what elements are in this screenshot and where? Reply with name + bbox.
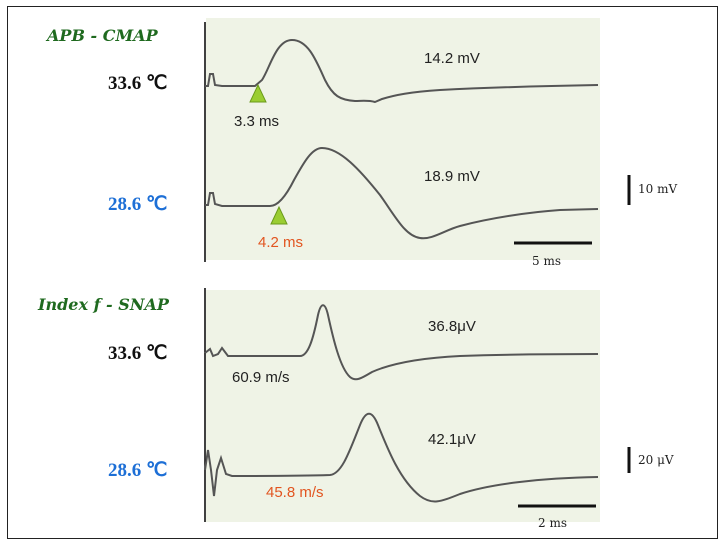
cmap-panel-bg — [206, 18, 600, 260]
snap-warm-amplitude: 36.8μV — [428, 318, 476, 335]
cmap-warm-trace — [205, 38, 599, 104]
snap-warm-velocity: 60.9 m/s — [232, 369, 290, 386]
cmap-amp-scale-label: 10 mV — [638, 182, 678, 196]
cmap-cool-amplitude: 18.9 mV — [424, 168, 480, 185]
snap-cool-trace — [204, 412, 599, 503]
snap-cool-velocity: 45.8 m/s — [266, 484, 324, 501]
cmap-warm-onset-marker — [249, 83, 267, 103]
cmap-cool-trace — [205, 146, 599, 240]
snap-warm-trace — [204, 304, 599, 381]
snap-time-scale-label: 2 ms — [538, 516, 567, 530]
cmap-panel-title: APB - CMAP — [47, 26, 158, 45]
snap-panel-title: Index f - SNAP — [38, 295, 169, 314]
cmap-time-scale-label: 5 ms — [532, 254, 561, 268]
cmap-cool-temp-label: 28.6 ℃ — [108, 194, 168, 215]
cmap-warm-temp-label: 33.6 ℃ — [108, 73, 168, 94]
snap-warm-temp-label: 33.6 ℃ — [108, 343, 168, 364]
figure-frame — [7, 6, 718, 539]
snap-amp-scale-label: 20 μV — [638, 453, 674, 467]
snap-cool-temp-label: 28.6 ℃ — [108, 460, 168, 481]
cmap-cool-onset-marker — [270, 205, 288, 225]
snap-cool-amplitude: 42.1μV — [428, 431, 476, 448]
cmap-warm-amplitude: 14.2 mV — [424, 50, 480, 67]
cmap-warm-latency: 3.3 ms — [234, 113, 280, 130]
snap-panel-bg — [206, 290, 600, 522]
cmap-cool-latency: 4.2 ms — [258, 234, 304, 251]
